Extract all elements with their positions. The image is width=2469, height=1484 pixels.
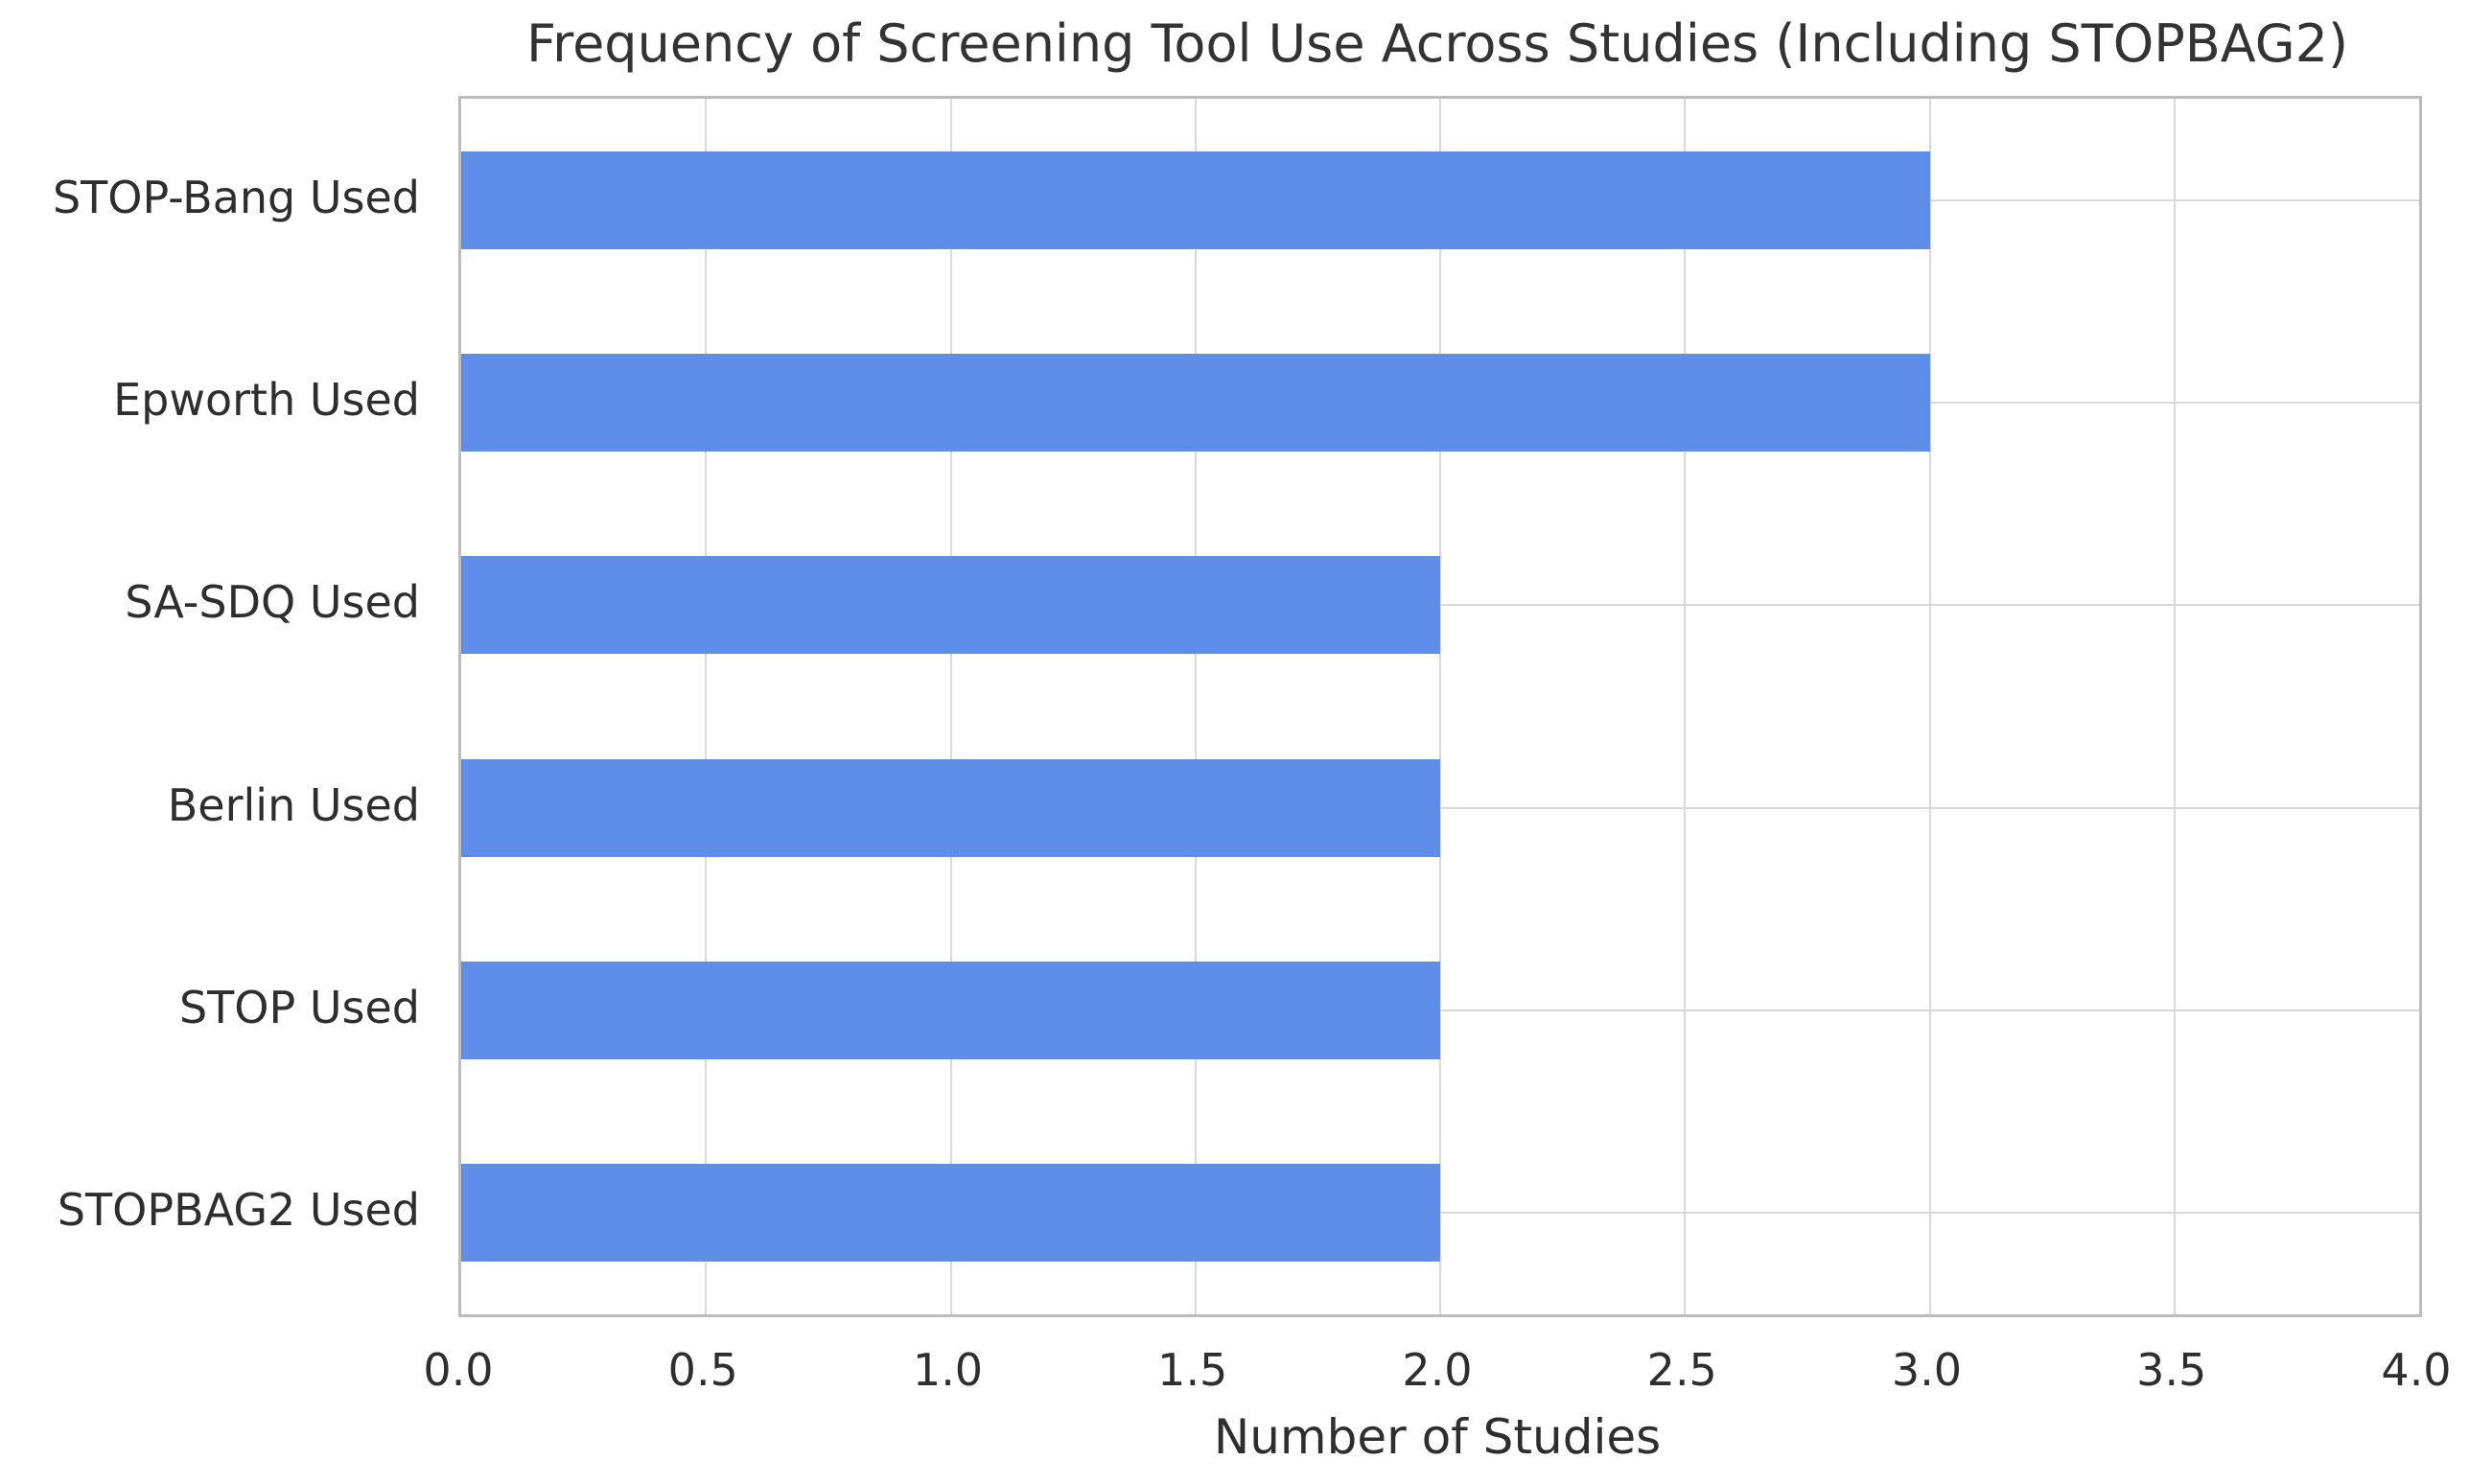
plot-area xyxy=(458,96,2422,1317)
chart-title: Frequency of Screening Tool Use Across S… xyxy=(525,13,2349,74)
grid-line-horizontal xyxy=(461,806,2419,809)
x-tick-label: 4.0 xyxy=(2381,1344,2452,1396)
bar xyxy=(461,1164,1440,1263)
grid-line-horizontal xyxy=(461,1009,2419,1011)
grid-line-vertical xyxy=(1928,99,1931,1314)
x-tick-label: 1.0 xyxy=(912,1344,984,1396)
x-tick-label: 3.5 xyxy=(2136,1344,2207,1396)
x-tick-label: 0.5 xyxy=(667,1344,738,1396)
x-tick-label: 2.0 xyxy=(1402,1344,1473,1396)
grid-line-vertical xyxy=(1439,99,1441,1314)
y-tick-label: Berlin Used xyxy=(167,778,420,831)
grid-line-vertical xyxy=(949,99,952,1314)
x-axis-label: Number of Studies xyxy=(1213,1409,1662,1465)
bar xyxy=(461,962,1440,1059)
grid-line-vertical xyxy=(2173,99,2176,1314)
bar xyxy=(461,151,1930,249)
bar xyxy=(461,354,1930,452)
y-tick-label: STOP-Bang Used xyxy=(52,171,420,223)
x-tick-label: 3.0 xyxy=(1891,1344,1963,1396)
grid-line-horizontal xyxy=(461,1212,2419,1215)
y-tick-label: STOPBAG2 Used xyxy=(57,1184,420,1237)
bar xyxy=(461,758,1440,857)
y-tick-label: SA-SDQ Used xyxy=(125,576,420,629)
x-tick-label: 0.0 xyxy=(423,1344,494,1396)
grid-line-vertical xyxy=(705,99,708,1314)
grid-line-horizontal xyxy=(461,604,2419,607)
x-tick-label: 1.5 xyxy=(1157,1344,1228,1396)
grid-line-vertical xyxy=(1684,99,1687,1314)
grid-line-vertical xyxy=(1194,99,1197,1314)
x-tick-label: 2.5 xyxy=(1646,1344,1717,1396)
y-tick-label: Epworth Used xyxy=(113,374,420,426)
y-tick-label: STOP Used xyxy=(178,982,420,1033)
bar xyxy=(461,556,1440,655)
